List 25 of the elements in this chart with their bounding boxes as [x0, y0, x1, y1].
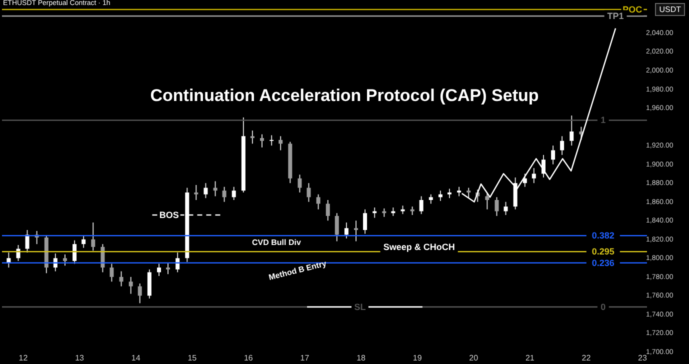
x-tick-label: 12	[18, 354, 28, 362]
x-tick-label: 23	[638, 354, 648, 362]
annotation: 0.236	[592, 258, 614, 268]
annotation: 0.382	[592, 230, 614, 241]
x-tick-label: 17	[300, 354, 310, 362]
x-tick-label: 22	[582, 354, 592, 362]
annotation: TP1	[607, 11, 624, 22]
x-tick-label: 19	[412, 354, 422, 362]
annotation: SL	[354, 302, 366, 312]
annotation: 1	[600, 115, 606, 126]
x-tick-label: 16	[244, 354, 254, 362]
text: Continuation Acceleration Protocol (CAP) Setup	[150, 86, 539, 105]
x-tick-label: 20	[469, 354, 479, 362]
annotation: CVD Bull Div	[250, 238, 303, 247]
annotation: Method B Entry	[268, 258, 328, 282]
x-tick-label: 13	[75, 354, 85, 362]
annotation: 0.295	[592, 246, 614, 257]
x-tick-label: 15	[188, 354, 198, 362]
annotation: Sweep & CHoCH	[383, 242, 455, 252]
x-tick-label: 14	[131, 354, 141, 362]
x-tick-label: 21	[525, 354, 535, 362]
annotation: BOS	[159, 210, 179, 220]
annotation: 0	[600, 302, 606, 312]
text: USDT	[655, 3, 685, 16]
x-tick-label: 18	[356, 354, 366, 362]
